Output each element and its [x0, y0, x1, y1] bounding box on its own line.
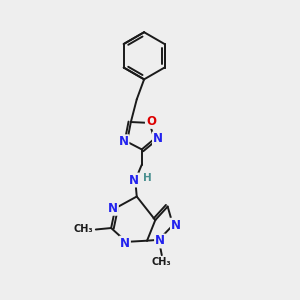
Text: N: N	[118, 135, 128, 148]
Text: O: O	[146, 115, 156, 128]
Text: N: N	[153, 132, 163, 145]
Text: N: N	[108, 202, 118, 215]
Text: CH₃: CH₃	[152, 257, 172, 268]
Text: CH₃: CH₃	[74, 224, 94, 235]
Text: H: H	[143, 173, 152, 183]
Text: N: N	[120, 236, 130, 250]
Text: N: N	[171, 219, 181, 232]
Text: N: N	[155, 235, 165, 248]
Text: N: N	[129, 173, 139, 187]
